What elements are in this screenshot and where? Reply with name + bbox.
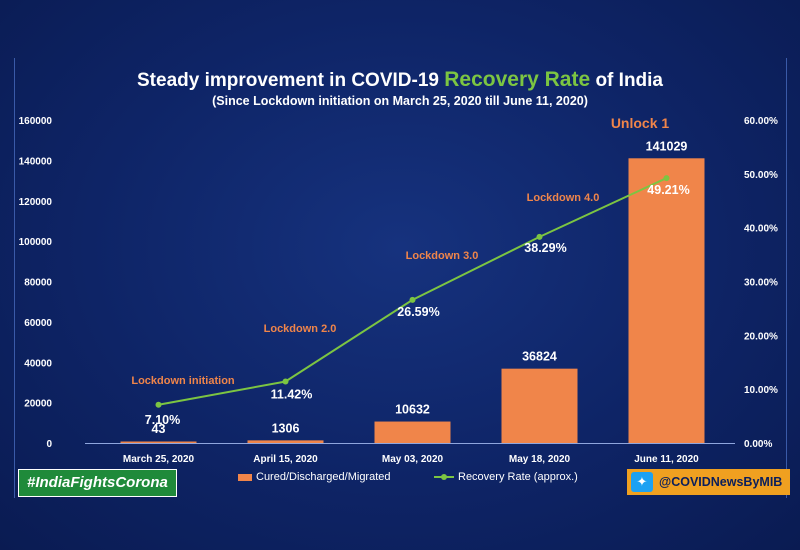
y-right-tick-label: 60.00% xyxy=(744,116,778,127)
x-tick-label: March 25, 2020 xyxy=(123,454,195,465)
legend-bar-swatch xyxy=(238,473,252,481)
recovery-rate-label: 49.21% xyxy=(647,183,689,197)
y-left-tick-label: 0 xyxy=(46,439,52,450)
x-tick-label: April 15, 2020 xyxy=(253,454,318,465)
bar xyxy=(501,368,578,443)
hashtag-badge[interactable]: #IndiaFightsCorona xyxy=(18,469,177,497)
recovery-rate-point xyxy=(409,296,416,303)
title-suffix: of India xyxy=(590,70,663,91)
y-left-tick-label: 140000 xyxy=(19,156,53,167)
recovery-rate-point xyxy=(282,378,289,385)
twitter-handle-badge[interactable]: ✦ @COVIDNewsByMIB xyxy=(627,469,791,495)
bar-value-label: 43 xyxy=(152,422,166,436)
legend-line-label: Recovery Rate (approx.) xyxy=(458,471,578,483)
recovery-rate-point xyxy=(536,233,543,240)
recovery-rate-label: 38.29% xyxy=(524,241,566,255)
panel-border-left xyxy=(14,58,15,498)
title-highlight: Recovery Rate xyxy=(444,68,591,91)
y-right-tick-label: 0.00% xyxy=(744,439,772,450)
legend-line-swatch xyxy=(434,474,454,480)
recovery-rate-label: 11.42% xyxy=(271,388,313,402)
y-left-tick-label: 100000 xyxy=(19,237,53,248)
y-left-tick-label: 120000 xyxy=(19,197,53,208)
y-left-tick-label: 20000 xyxy=(24,399,52,410)
panel-border-right xyxy=(786,58,787,498)
y-left-tick-label: 160000 xyxy=(19,116,53,127)
chart-subtitle: (Since Lockdown initiation on March 25, … xyxy=(212,94,588,108)
y-right-tick-label: 50.00% xyxy=(744,170,778,181)
recovery-rate-label: 7.10% xyxy=(145,413,180,427)
twitter-handle: @COVIDNewsByMIB xyxy=(659,475,783,489)
bar-value-label: 141029 xyxy=(646,139,688,153)
phase-label: Lockdown 4.0 xyxy=(527,192,600,204)
bar-value-label: 36824 xyxy=(522,350,557,364)
y-right-tick-label: 10.00% xyxy=(744,385,778,396)
y-right-tick-label: 20.00% xyxy=(744,331,778,342)
phase-label: Unlock 1 xyxy=(611,115,670,131)
legend-bar: Cured/Discharged/Migrated xyxy=(238,471,391,483)
bar xyxy=(628,158,705,443)
bar xyxy=(247,440,324,443)
y-left-tick-label: 80000 xyxy=(24,278,52,289)
bar-value-label: 1306 xyxy=(272,421,300,435)
title-prefix: Steady improvement in COVID-19 xyxy=(137,70,445,91)
x-tick-label: June 11, 2020 xyxy=(634,454,699,465)
legend-line: Recovery Rate (approx.) xyxy=(434,471,578,483)
bar xyxy=(120,441,197,443)
phase-label: Lockdown initiation xyxy=(131,375,235,387)
bar-value-label: 10632 xyxy=(395,403,430,417)
recovery-rate-point xyxy=(663,175,670,182)
phase-label: Lockdown 3.0 xyxy=(406,250,479,262)
recovery-rate-line xyxy=(158,177,667,406)
x-tick-label: May 03, 2020 xyxy=(382,454,444,465)
chart-title: Steady improvement in COVID-19 Recovery … xyxy=(0,68,800,92)
bar xyxy=(374,421,451,443)
y-right-tick-label: 30.00% xyxy=(744,278,778,289)
y-right-tick-label: 40.00% xyxy=(744,224,778,235)
y-left-tick-label: 60000 xyxy=(24,318,52,329)
twitter-bird-icon: ✦ xyxy=(631,472,653,492)
x-tick-label: May 18, 2020 xyxy=(509,454,571,465)
recovery-rate-point xyxy=(155,401,162,408)
phase-label: Lockdown 2.0 xyxy=(264,323,337,335)
y-left-tick-label: 40000 xyxy=(24,358,52,369)
legend-bar-label: Cured/Discharged/Migrated xyxy=(256,471,391,483)
recovery-rate-label: 26.59% xyxy=(397,305,439,319)
